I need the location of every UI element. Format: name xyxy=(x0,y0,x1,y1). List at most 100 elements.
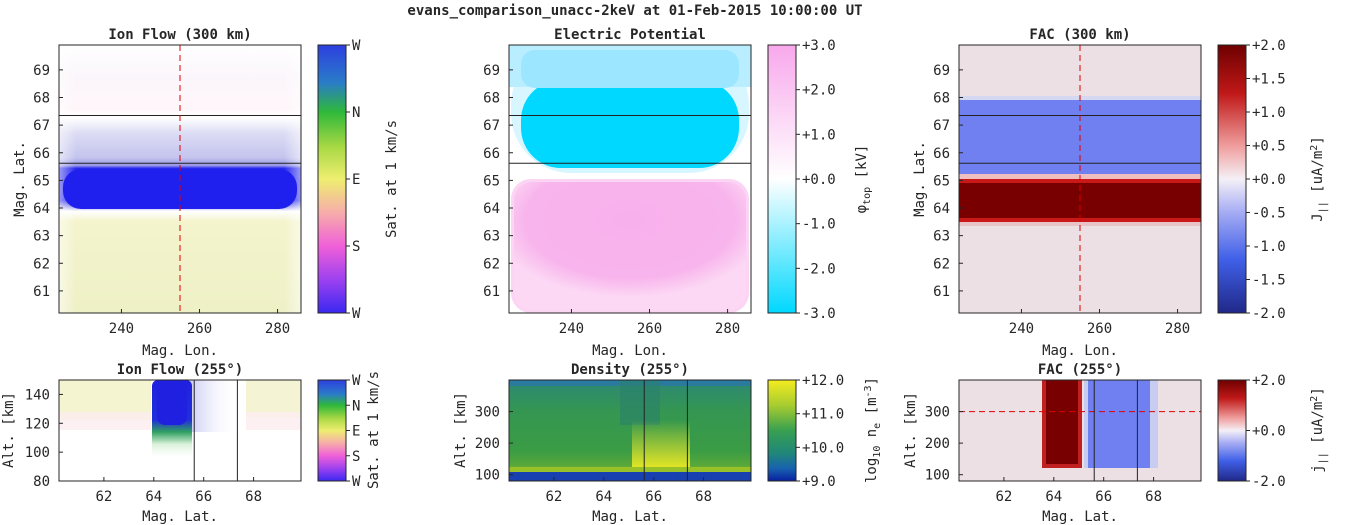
panel-title: Density (255°) xyxy=(571,362,689,378)
x-tick-label: 62 xyxy=(95,489,112,505)
colorbar-tick-label: -1.0 xyxy=(802,217,836,233)
colorbar-tick-label: +3.0 xyxy=(802,38,836,54)
y-axis-label: Mag. Lat. xyxy=(912,141,928,217)
x-tick-label: 260 xyxy=(187,321,212,337)
colorbar-tick-label: -2.0 xyxy=(802,261,836,277)
colorbar-tick-label: +2.0 xyxy=(802,83,836,99)
axes-box xyxy=(58,44,302,314)
x-tick-label: 62 xyxy=(545,489,562,505)
x-axis-label: Mag. Lat. xyxy=(592,509,668,525)
y-axis-label: Alt. [km] xyxy=(1,392,17,468)
axes-box xyxy=(958,379,1202,482)
y-tick-label: 66 xyxy=(483,146,500,162)
x-tick-label: 68 xyxy=(245,489,262,505)
colorbar xyxy=(317,379,347,482)
colorbar-tick-label: E xyxy=(352,172,360,188)
y-tick-label: 61 xyxy=(483,284,500,300)
colorbar-tick-label: W xyxy=(352,474,361,490)
colorbar-label: j|| [uA/m2] xyxy=(1309,387,1329,473)
y-tick-label: 62 xyxy=(483,256,500,272)
axes-box xyxy=(958,44,1202,314)
x-tick-label: 64 xyxy=(145,489,162,505)
colorbar-tick-label: +0.0 xyxy=(1252,172,1286,188)
y-axis-label: Alt. [km] xyxy=(453,392,469,468)
colorbar xyxy=(1217,44,1247,314)
x-tick-label: 260 xyxy=(637,321,662,337)
colorbar-tick-label: -0.5 xyxy=(1252,206,1286,222)
y-tick-label: 300 xyxy=(475,405,500,421)
colorbar-tick-label: +1.5 xyxy=(1252,72,1286,88)
y-tick-label: 200 xyxy=(925,436,950,452)
y-tick-label: 61 xyxy=(33,284,50,300)
y-tick-label: 63 xyxy=(483,229,500,245)
colorbar xyxy=(767,379,797,482)
y-tick-label: 67 xyxy=(33,118,50,134)
ion-flow-300-panel: Ion Flow (300 km) 240 260 280 61 62 63 64 65 66 6… xyxy=(12,27,400,359)
panel-title: Ion Flow (255°) xyxy=(117,362,243,378)
y-tick-label: 120 xyxy=(25,416,50,432)
heatmap-blue-column xyxy=(1088,380,1150,468)
colorbar-tick-label: S xyxy=(352,449,360,465)
ion-flow-255-panel: Ion Flow (255°) 62 64 66 68 80 100 120 140 Mag.… xyxy=(1,362,382,525)
heatmap-cyan-top-core xyxy=(521,50,739,88)
heatmap-left-pink xyxy=(59,412,151,430)
fac-300-panel: FAC (300 km) 240 260 280 61 62 63 64 65 66 67 68 69… xyxy=(912,27,1329,359)
y-tick-label: 65 xyxy=(33,173,50,189)
colorbar-tick-label: +1.0 xyxy=(802,127,836,143)
x-tick-label: 280 xyxy=(1165,321,1190,337)
colorbar-tick-label: +2.0 xyxy=(1252,38,1286,54)
axes-box xyxy=(58,379,302,482)
colorbar xyxy=(317,44,347,314)
heatmap-right-lavender xyxy=(188,380,238,432)
x-tick-label: 64 xyxy=(595,489,612,505)
heatmap-red-column xyxy=(1046,380,1078,464)
heatmap-column-yellow xyxy=(632,420,690,472)
colorbar-tick-label: N xyxy=(352,105,360,121)
panel-title: FAC (300 km) xyxy=(1029,27,1130,43)
panel-title: FAC (255°) xyxy=(1038,362,1122,378)
y-tick-label: 68 xyxy=(33,90,50,106)
y-tick-label: 68 xyxy=(933,90,950,106)
y-tick-label: 69 xyxy=(33,63,50,79)
y-tick-label: 69 xyxy=(483,63,500,79)
colorbar-tick-label: +1.0 xyxy=(1252,105,1286,121)
colorbar-tick-label: -1.0 xyxy=(1252,239,1286,255)
y-tick-label: 200 xyxy=(475,436,500,452)
colorbar-tick-label: W xyxy=(352,38,361,54)
x-tick-label: 68 xyxy=(1145,489,1162,505)
heatmap-right-yellow xyxy=(246,380,301,418)
colorbar-tick-label: +12.0 xyxy=(802,373,844,389)
x-tick-label: 66 xyxy=(645,489,662,505)
heatmap-right-pink xyxy=(246,412,301,430)
y-tick-label: 63 xyxy=(33,229,50,245)
y-tick-label: 63 xyxy=(933,229,950,245)
colorbar-label: J|| [uA/m2] xyxy=(1309,136,1329,222)
x-axis-label: Mag. Lat. xyxy=(1042,509,1118,525)
electric-potential-panel: Electric Potential 240 260 280 61 62 63 64 65 66… xyxy=(483,27,873,359)
colorbar-tick-label: -2.0 xyxy=(1252,306,1286,322)
colorbar-tick-label: +0.0 xyxy=(1252,424,1286,440)
heatmap-fade xyxy=(959,222,1201,226)
colorbar-tick-label: +0.5 xyxy=(1252,139,1286,155)
y-tick-label: 69 xyxy=(933,63,950,79)
x-axis-label: Mag. Lat. xyxy=(142,509,218,525)
x-tick-label: 260 xyxy=(1087,321,1112,337)
y-axis-label: Mag. Lat. xyxy=(12,141,28,217)
colorbar xyxy=(1217,379,1247,482)
x-tick-label: 280 xyxy=(715,321,740,337)
y-tick-label: 61 xyxy=(933,284,950,300)
x-tick-label: 68 xyxy=(695,489,712,505)
y-tick-label: 68 xyxy=(483,90,500,106)
x-tick-label: 64 xyxy=(1045,489,1062,505)
colorbar-tick-label: E xyxy=(352,424,360,440)
axes-box xyxy=(508,44,752,314)
colorbar-tick-label: -2.0 xyxy=(1252,474,1286,490)
x-tick-label: 62 xyxy=(995,489,1012,505)
heatmap-column-dark xyxy=(620,380,660,425)
heatmap-floor xyxy=(509,467,751,472)
x-tick-label: 280 xyxy=(265,321,290,337)
x-tick-label: 240 xyxy=(559,321,584,337)
x-tick-label: 240 xyxy=(109,321,134,337)
y-tick-label: 64 xyxy=(33,201,50,217)
